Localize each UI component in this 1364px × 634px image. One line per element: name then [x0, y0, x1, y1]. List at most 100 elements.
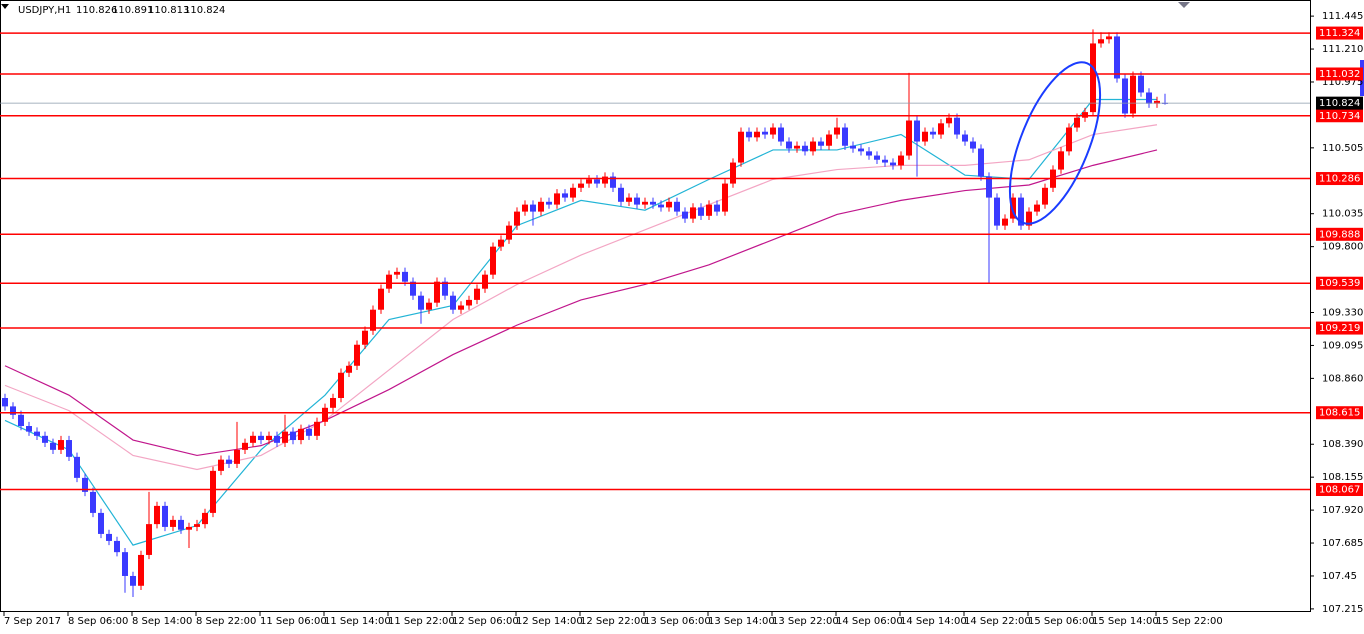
y-tick-label: 107.215: [1322, 604, 1363, 615]
candle-body: [370, 309, 376, 331]
candle-body: [802, 145, 808, 152]
candle-body: [930, 131, 936, 135]
header-close: 110.824: [184, 5, 225, 16]
level-label-bg: [1316, 276, 1363, 290]
y-tick-label: 108.155: [1322, 472, 1363, 483]
candle-body: [26, 426, 32, 432]
candle-body: [50, 442, 56, 450]
candle-body: [818, 141, 824, 146]
candle-body: [74, 456, 80, 478]
candle-body: [298, 428, 304, 441]
candle-body: [218, 459, 224, 471]
candle-body: [986, 176, 992, 198]
candle-body: [242, 442, 248, 450]
candle-body: [282, 431, 288, 443]
candle-body: [706, 204, 712, 216]
candle-body: [154, 505, 160, 525]
candle-body: [482, 274, 488, 289]
candle-body: [962, 134, 968, 142]
candle-body: [602, 176, 608, 184]
candle-body: [1106, 36, 1112, 40]
x-tick-label: 12 Sep 06:00: [452, 616, 519, 627]
y-tick-label: 107.45: [1322, 571, 1357, 582]
candle-body: [82, 477, 88, 492]
x-tick-label: 8 Sep 06:00: [68, 616, 128, 627]
candle-body: [834, 127, 840, 135]
x-tick-label: 13 Sep 14:00: [708, 616, 775, 627]
level-label: 109.219: [1319, 323, 1360, 334]
candle-body: [130, 575, 136, 586]
candle-body: [18, 414, 24, 427]
candle-body: [122, 552, 128, 576]
candle-body: [650, 201, 656, 205]
candle-body: [42, 435, 48, 443]
candle-body: [530, 204, 536, 212]
x-tick-label: 15 Sep 06:00: [1028, 616, 1095, 627]
candle-body: [994, 197, 1000, 226]
candle-body: [386, 274, 392, 289]
candle-body: [498, 239, 504, 247]
candle-body: [1138, 75, 1144, 93]
candle-body: [578, 183, 584, 188]
candle-body: [1114, 36, 1120, 79]
candle-body: [306, 428, 312, 436]
moving-average: [4, 149, 1158, 457]
candle-body: [1098, 39, 1104, 44]
candle-body: [362, 330, 368, 345]
candle-body: [1074, 117, 1080, 128]
candle-body: [938, 123, 944, 135]
menu-arrow[interactable]: [1, 4, 9, 9]
candle-body: [178, 519, 184, 530]
level-label-bg: [1316, 26, 1363, 40]
candle-body: [1058, 151, 1064, 170]
candle-body: [114, 540, 120, 553]
candle-body: [138, 554, 144, 586]
candle-body: [2, 397, 8, 407]
candle-body: [394, 271, 400, 275]
candle-body: [946, 117, 952, 124]
candle-body: [594, 179, 600, 184]
level-label-bg: [1316, 406, 1363, 420]
candle-body: [234, 449, 240, 464]
y-tick-label: 107.920: [1322, 505, 1363, 516]
candle-body: [418, 295, 424, 310]
level-label: 110.734: [1319, 111, 1360, 122]
candle-body: [266, 435, 272, 441]
level-label: 110.286: [1319, 174, 1360, 185]
y-tick-label: 110.035: [1322, 209, 1363, 220]
candle-body: [58, 440, 64, 450]
candle-body: [866, 151, 872, 156]
candle-body: [826, 134, 832, 146]
x-tick-label: 11 Sep 14:00: [324, 616, 391, 627]
candle-body: [970, 141, 976, 149]
candle-body: [170, 519, 176, 527]
moving-average: [4, 124, 1158, 471]
candle-body: [618, 187, 624, 202]
candle-body: [586, 179, 592, 184]
header-low: 110.813: [148, 5, 189, 16]
candle-body: [714, 204, 720, 212]
candle-body: [466, 299, 472, 306]
level-label-bg: [1316, 172, 1363, 186]
candle-body: [186, 526, 192, 530]
x-tick-label: 14 Sep 22:00: [964, 616, 1031, 627]
y-tick-label: 108.390: [1322, 439, 1363, 450]
candle-body: [346, 365, 352, 373]
x-tick-label: 14 Sep 14:00: [900, 616, 967, 627]
candle-body: [906, 120, 912, 156]
candle-body: [874, 155, 880, 160]
candle-body: [290, 431, 296, 441]
candle-body: [194, 524, 200, 527]
candle-body: [1026, 211, 1032, 226]
y-tick-label: 108.860: [1322, 373, 1363, 384]
level-label-bg: [1316, 227, 1363, 241]
candle-body: [106, 533, 112, 541]
candle-body: [66, 440, 72, 457]
candle-body: [682, 211, 688, 219]
level-label: 109.888: [1319, 229, 1360, 240]
candle-body: [90, 491, 96, 513]
y-tick-label: 110.505: [1322, 143, 1363, 154]
candle-body: [354, 344, 360, 366]
candle-body: [522, 204, 528, 212]
